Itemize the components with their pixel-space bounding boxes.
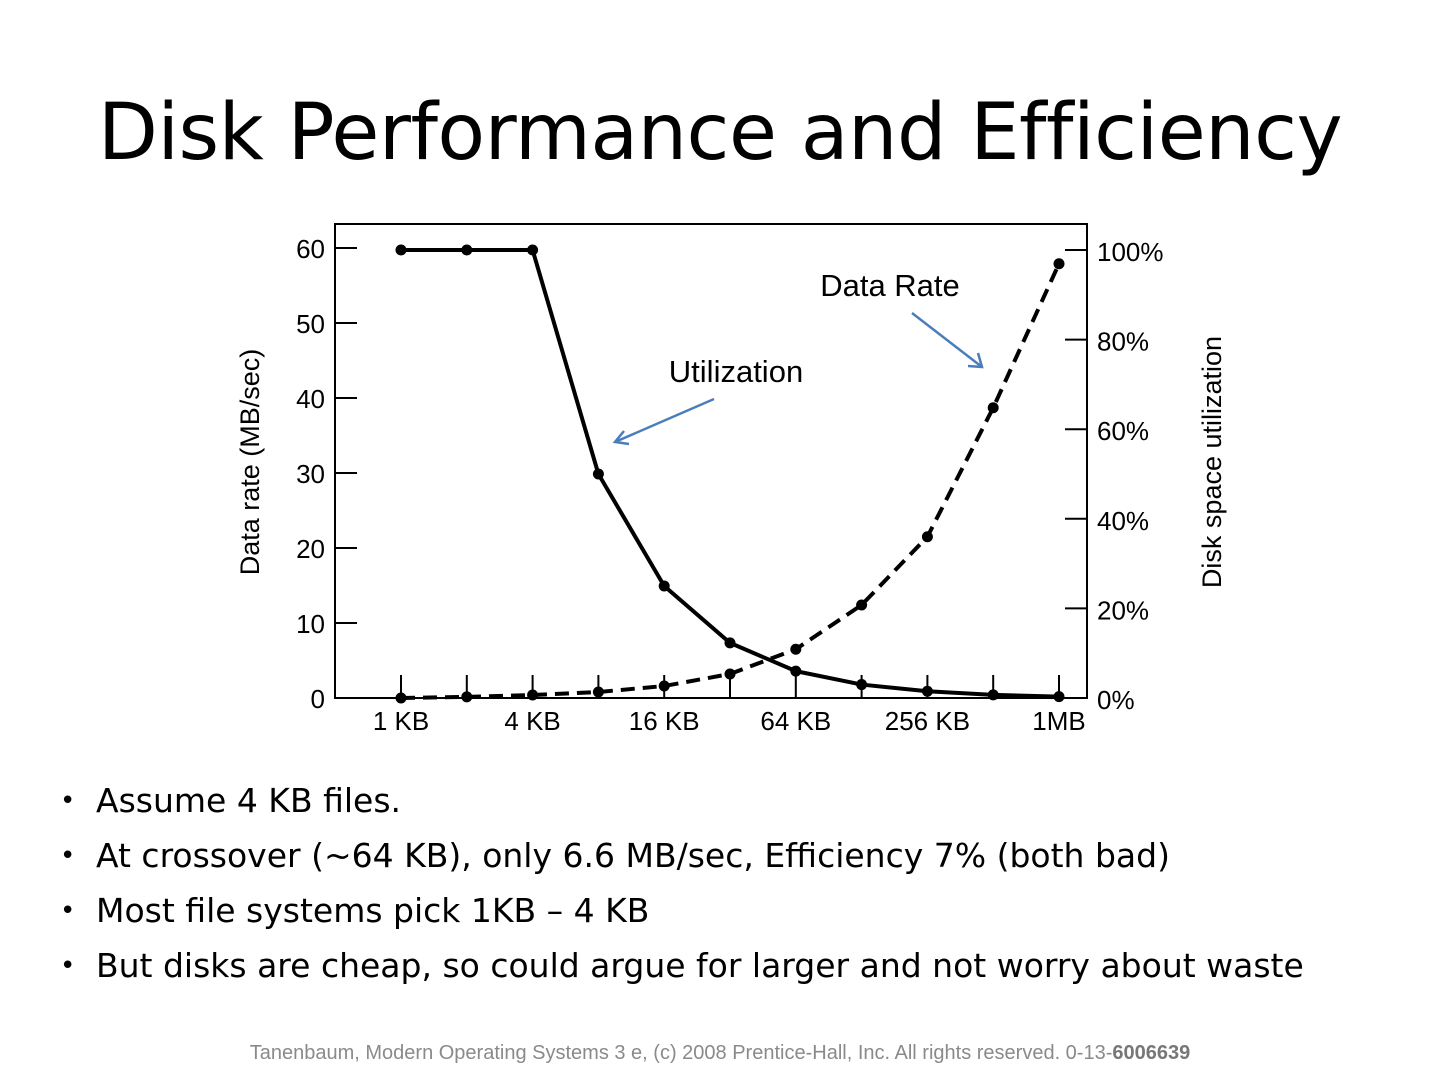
y-tick-label: 10: [296, 609, 325, 639]
data-point: [987, 689, 999, 701]
x-tick-label: 1 KB: [373, 706, 429, 736]
data-point: [592, 468, 604, 480]
series-line-data-rate: [400, 262, 1061, 700]
x-tick-label: 16 KB: [629, 706, 700, 736]
bullet-text: Assume 4 KB files.: [96, 781, 402, 820]
data-point: [790, 643, 802, 655]
data-point: [592, 686, 604, 698]
y-tick-label: 60: [296, 234, 325, 264]
data-point: [921, 685, 933, 697]
data-point: [527, 244, 539, 256]
data-point: [395, 244, 407, 256]
y2-tick-label: 20%: [1097, 595, 1149, 625]
arrow-utilization: [612, 397, 715, 446]
y2-tick-label: 60%: [1097, 416, 1149, 446]
footer-copyright: Tanenbaum, Modern Operating Systems 3 e,…: [0, 1042, 1440, 1065]
data-point: [724, 637, 736, 649]
bullet-item: • Assume 4 KB files.: [60, 781, 402, 820]
data-point: [461, 244, 473, 256]
data-point: [724, 668, 736, 680]
data-point: [921, 531, 933, 543]
y2-axis-label: Disk space utilization: [1197, 336, 1227, 588]
y-axis-label: Data rate (MB/sec): [235, 349, 265, 576]
data-point: [790, 665, 802, 677]
bullet-item: • Most file systems pick 1KB – 4 KB: [60, 891, 650, 930]
y-tick-label: 50: [296, 309, 325, 339]
bullet-text: At crossover (~64 KB), only 6.6 MB/sec, …: [96, 836, 1170, 875]
bullet-text: Most file systems pick 1KB – 4 KB: [96, 891, 650, 930]
plot-frame: [334, 223, 1088, 699]
data-point: [856, 679, 868, 691]
y-tick-label: 0: [311, 684, 325, 714]
slide-title: Disk Performance and Efficiency: [97, 88, 1343, 178]
footer-text: Tanenbaum, Modern Operating Systems 3 e,…: [249, 1042, 1113, 1064]
y2-tick-label: 40%: [1097, 506, 1149, 536]
data-point: [658, 580, 670, 592]
y2-tick-label: 80%: [1097, 327, 1149, 357]
data-point: [461, 691, 473, 703]
y2-tick-label: 100%: [1097, 237, 1164, 267]
x-tick-label: 4 KB: [504, 706, 560, 736]
data-point: [658, 680, 670, 692]
data-point: [856, 599, 868, 611]
y2-tick-label: 0%: [1097, 685, 1135, 715]
x-tick-label: 256 KB: [885, 706, 970, 736]
x-tick-label: 1MB: [1032, 706, 1085, 736]
data-point: [1053, 258, 1065, 270]
data-point: [987, 402, 999, 414]
y-tick-label: 40: [296, 384, 325, 414]
bullet-item: • But disks are cheap, so could argue for…: [60, 946, 1304, 985]
x-tick-label: 64 KB: [760, 706, 831, 736]
annotation-utilization: Utilization: [669, 354, 803, 389]
bullet-text: But disks are cheap, so could argue for …: [96, 946, 1304, 985]
y-tick-label: 30: [296, 459, 325, 489]
footer-isbn: 6006639: [1112, 1042, 1191, 1064]
y-tick-label: 20: [296, 534, 325, 564]
bullet-list: • Assume 4 KB files. • At crossover (~64 K…: [60, 778, 1304, 998]
data-point: [527, 689, 539, 701]
arrow-data-rate: [911, 312, 984, 369]
data-point: [395, 692, 407, 704]
annotation-data-rate: Data Rate: [820, 268, 960, 303]
data-point: [1053, 691, 1065, 703]
bullet-item: • At crossover (~64 KB), only 6.6 MB/sec,…: [60, 836, 1170, 875]
